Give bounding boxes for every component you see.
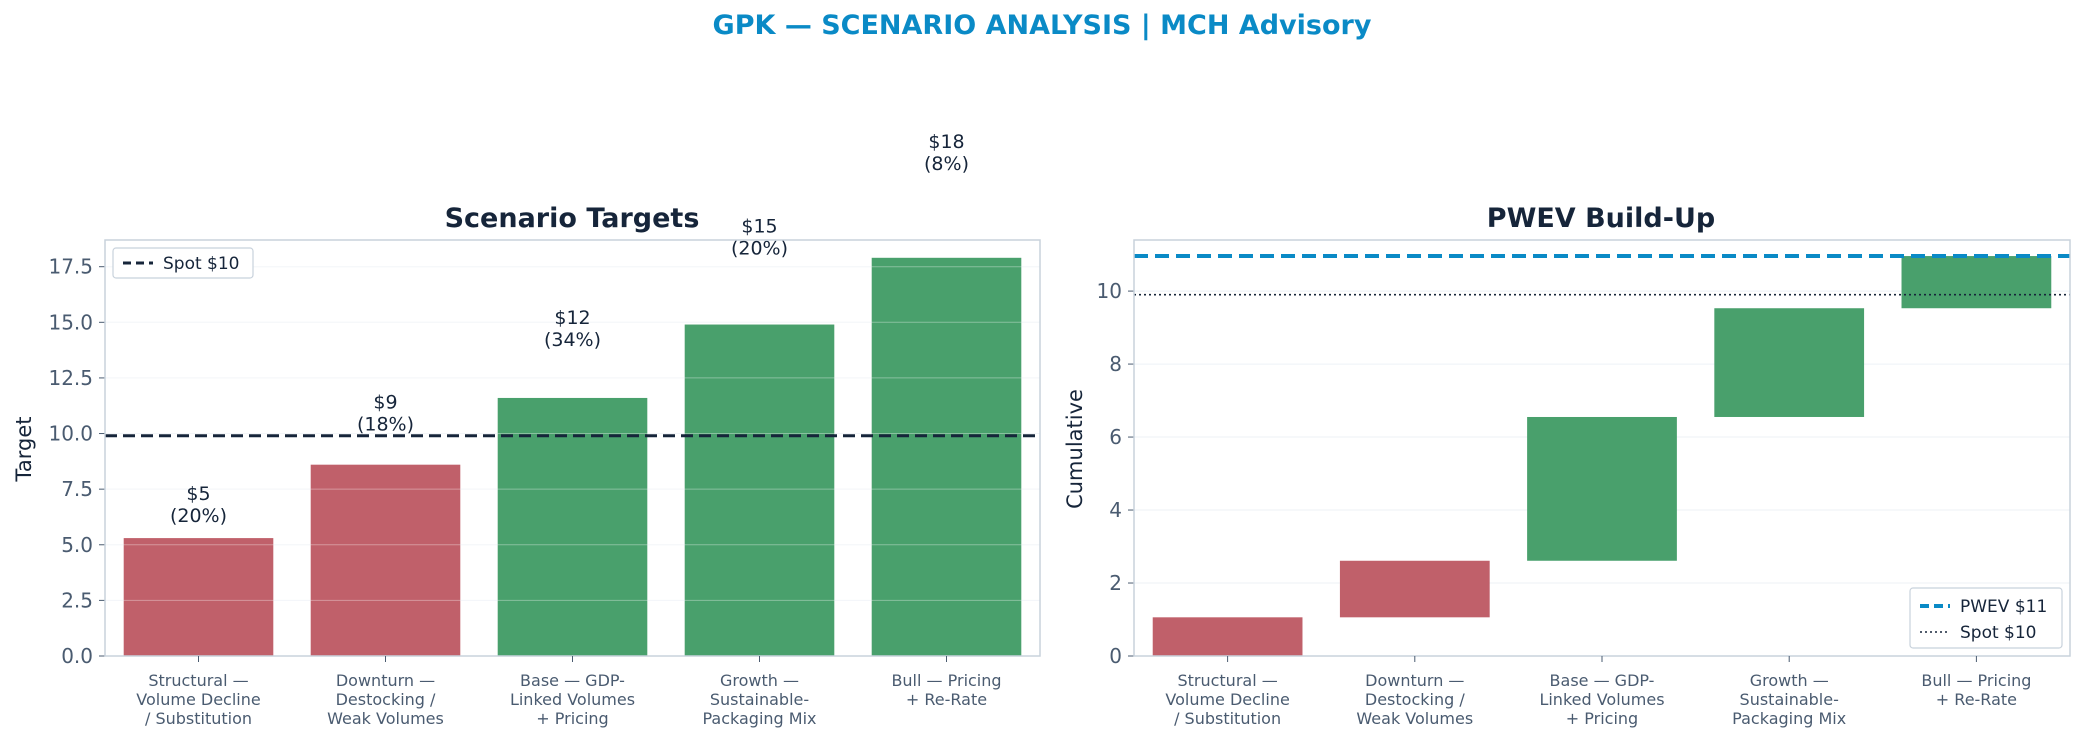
pwev-buildup-title: PWEV Build-Up	[1487, 203, 1715, 234]
right-y-tick-label: 0	[1109, 644, 1122, 668]
pwev-contribution-bar	[1714, 308, 1865, 417]
left-y-tick-label: 15.0	[48, 310, 93, 334]
scenario-target-value-label: $9	[373, 392, 397, 414]
left-x-tick-label: Downturn — Destocking / Weak Volumes	[327, 671, 444, 728]
pwev-buildup-y-axis-label: Cumulative	[1063, 389, 1087, 509]
scenario-probability-label: (20%)	[731, 238, 788, 260]
left-y-tick-label: 5.0	[61, 533, 93, 557]
right-x-tick-label: Growth — Sustainable-Packaging Mix	[1732, 671, 1846, 728]
scenario-target-bar	[871, 257, 1022, 656]
left-y-tick-label: 10.0	[48, 422, 93, 446]
left-x-tick-label: Structural — Volume Decline / Substitution	[136, 671, 260, 728]
scenario-target-bar	[310, 464, 461, 656]
left-y-tick-label: 12.5	[48, 366, 93, 390]
right-legend: PWEV $11 Spot $10	[1909, 587, 2063, 649]
scenario-target-bar	[684, 324, 835, 656]
scenario-target-bar	[123, 538, 274, 656]
right-legend-spot-label: Spot $10	[1960, 623, 2037, 643]
right-x-tick-label: Downturn — Destocking / Weak Volumes	[1356, 671, 1473, 728]
right-x-tick-label: Bull — Pricing + Re-Rate	[1921, 671, 2031, 709]
right-y-tick-label: 4	[1109, 498, 1122, 522]
left-legend-box	[112, 247, 254, 279]
pwev-contribution-bar	[1152, 617, 1303, 656]
figure-title: GPK — SCENARIO ANALYSIS | MCH Advisory	[713, 10, 1372, 41]
left-x-tick-label: Growth — Sustainable-Packaging Mix	[702, 671, 816, 728]
scenario-target-value-label: $5	[186, 483, 210, 505]
scenario-target-value-label: $12	[554, 307, 590, 329]
right-y-tick-label: 10	[1097, 279, 1122, 303]
right-y-tick-label: 8	[1109, 352, 1122, 376]
scenario-targets-title: Scenario Targets	[445, 203, 700, 234]
right-x-tick-label: Base — GDP-Linked Volumes + Pricing	[1539, 671, 1664, 728]
scenario-probability-label: (20%)	[170, 505, 227, 527]
left-x-tick-label: Base — GDP-Linked Volumes + Pricing	[510, 671, 635, 728]
scenario-probability-label: (8%)	[924, 153, 969, 175]
right-y-tick-label: 2	[1109, 571, 1122, 595]
pwev-contribution-bar	[1339, 560, 1490, 618]
scenario-target-value-label: $15	[741, 216, 777, 238]
scenario-target-bar	[497, 397, 648, 656]
pwev-contribution-bar	[1901, 256, 2052, 309]
right-x-tick-label: Structural — Volume Decline / Substitution	[1165, 671, 1289, 728]
right-y-tick-label: 6	[1109, 425, 1122, 449]
pwev-buildup-chart: PWEV Build-Up Cumulative 0 2 4 6 8 10 Structur…	[1063, 203, 2071, 728]
left-y-tick-label: 7.5	[61, 477, 93, 501]
left-x-tick-label: Bull — Pricing + Re-Rate	[891, 671, 1001, 709]
left-legend: Spot $10	[112, 247, 254, 279]
scenario-probability-label: (18%)	[357, 414, 414, 436]
scenario-probability-label: (34%)	[544, 329, 601, 351]
scenario-targets-chart: Scenario Targets Target 0.0 2.5 5.0 7.5 10.0…	[12, 131, 1041, 728]
left-y-tick-label: 2.5	[61, 588, 93, 612]
right-legend-pwev-label: PWEV $11	[1960, 597, 2047, 617]
pwev-contribution-bar	[1527, 416, 1677, 561]
right-legend-box	[1909, 587, 2063, 649]
left-legend-spot-label: Spot $10	[163, 254, 240, 274]
scenario-targets-y-axis-label: Target	[12, 417, 36, 483]
left-y-tick-label: 17.5	[48, 255, 93, 279]
scenario-target-value-label: $18	[928, 131, 964, 153]
left-y-tick-label: 0.0	[61, 644, 93, 668]
